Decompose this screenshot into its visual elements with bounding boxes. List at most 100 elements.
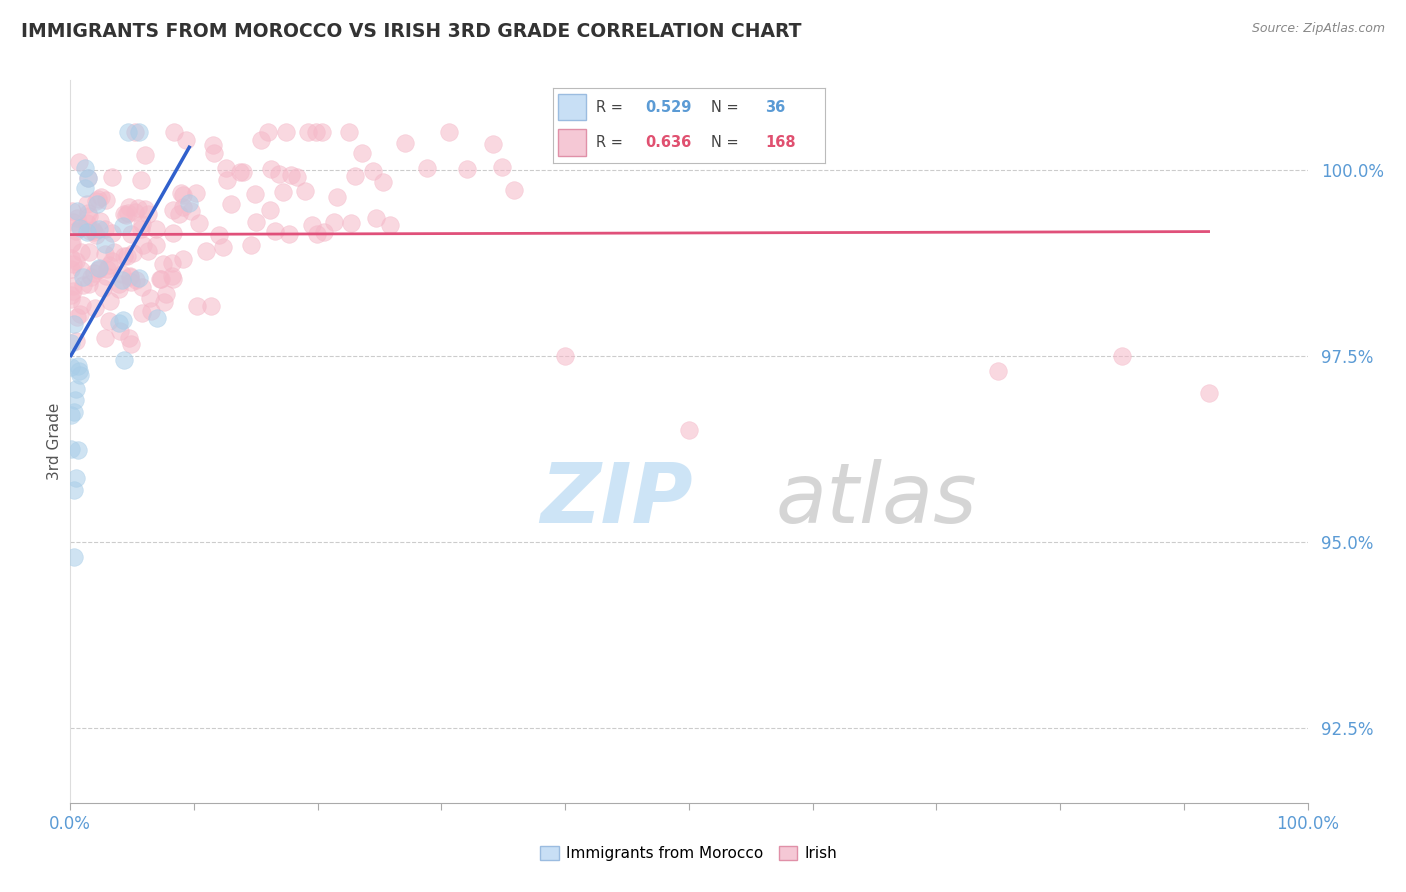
Point — [94, 268, 117, 283]
Point — [83, 301, 105, 315]
Point — [124, 125, 146, 139]
Point — [118, 330, 141, 344]
Point — [110, 324, 132, 338]
Point — [364, 211, 387, 226]
Point — [554, 349, 576, 363]
Point — [305, 125, 328, 139]
Point — [170, 186, 193, 200]
Point — [232, 165, 254, 179]
Point — [66, 211, 89, 225]
Point — [1198, 386, 1220, 401]
Point — [264, 224, 287, 238]
Point — [94, 222, 117, 236]
Point — [118, 200, 141, 214]
Point — [73, 161, 96, 175]
Point — [77, 209, 100, 223]
Point — [456, 161, 478, 176]
Point — [63, 549, 86, 564]
Point — [59, 442, 82, 456]
Point — [172, 188, 194, 202]
Point — [108, 316, 131, 330]
Point — [145, 222, 167, 236]
Point — [65, 382, 87, 396]
Point — [77, 277, 100, 291]
Point — [72, 270, 94, 285]
Point — [76, 197, 98, 211]
Point — [215, 172, 238, 186]
Point — [66, 310, 89, 324]
Point — [180, 204, 202, 219]
Point — [101, 169, 124, 184]
Point — [305, 227, 328, 241]
Point — [678, 423, 700, 437]
Point — [87, 263, 110, 277]
Point — [131, 305, 153, 319]
Point — [98, 294, 121, 309]
Point — [60, 203, 83, 218]
Point — [160, 268, 183, 283]
Point — [103, 244, 125, 259]
Point — [63, 483, 86, 498]
Point — [117, 125, 139, 139]
Point — [167, 206, 190, 220]
Point — [139, 292, 162, 306]
Point — [491, 160, 513, 174]
Point — [79, 224, 101, 238]
Point — [76, 170, 98, 185]
Point — [83, 266, 105, 280]
Point — [162, 203, 184, 218]
Point — [62, 405, 84, 419]
Point — [87, 262, 110, 277]
Point — [111, 312, 134, 326]
Point — [174, 133, 197, 147]
Point — [371, 175, 394, 189]
Point — [120, 269, 142, 284]
Point — [69, 307, 91, 321]
Point — [136, 244, 159, 258]
Point — [86, 194, 108, 208]
Point — [361, 164, 384, 178]
Point — [76, 225, 98, 239]
Point — [75, 181, 97, 195]
Point — [69, 220, 91, 235]
Point — [60, 335, 83, 350]
Point — [437, 125, 460, 139]
Point — [273, 185, 295, 199]
Point — [256, 125, 278, 139]
Point — [195, 244, 218, 258]
Point — [129, 222, 152, 236]
Point — [94, 193, 117, 207]
Point — [72, 277, 94, 292]
Point — [129, 173, 152, 187]
Point — [343, 169, 366, 183]
Point — [311, 125, 333, 139]
Text: Source: ZipAtlas.com: Source: ZipAtlas.com — [1251, 22, 1385, 36]
Point — [134, 148, 156, 162]
Point — [112, 207, 135, 221]
Point — [62, 278, 84, 293]
Point — [66, 359, 89, 373]
Point — [394, 136, 416, 150]
Point — [131, 238, 153, 252]
Point — [416, 161, 439, 175]
Point — [82, 222, 104, 236]
Point — [243, 187, 266, 202]
Point — [136, 207, 159, 221]
Point — [120, 276, 142, 290]
Point — [287, 169, 309, 184]
Point — [337, 125, 360, 139]
Text: atlas: atlas — [776, 458, 977, 540]
Point — [69, 245, 91, 260]
Point — [80, 270, 103, 285]
Point — [125, 273, 148, 287]
Point — [211, 240, 233, 254]
Point — [112, 353, 135, 368]
Point — [59, 292, 82, 306]
Point — [155, 286, 177, 301]
Point — [67, 155, 90, 169]
Point — [96, 262, 118, 277]
Point — [160, 256, 183, 270]
Point — [65, 334, 87, 348]
Point — [202, 138, 225, 153]
Point — [108, 277, 131, 291]
